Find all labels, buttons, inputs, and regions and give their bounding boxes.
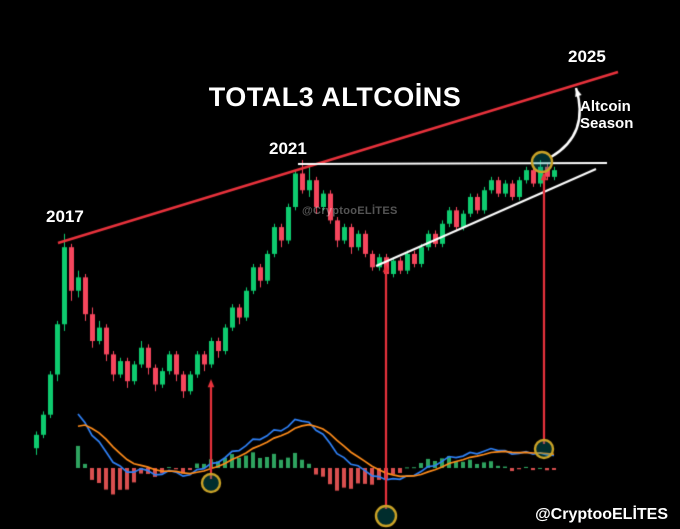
label-altcoin-season: Altcoin Season [580,98,634,132]
chart-title: TOTAL3 ALTCOİNS [208,82,462,112]
label-year-2017: 2017 [46,207,84,226]
label-year-2021: 2021 [269,139,307,158]
watermark-corner: @CryptooELİTES [535,506,668,523]
watermark-center: @CryptooELİTES [302,205,398,217]
label-year-2025: 2025 [568,47,606,66]
